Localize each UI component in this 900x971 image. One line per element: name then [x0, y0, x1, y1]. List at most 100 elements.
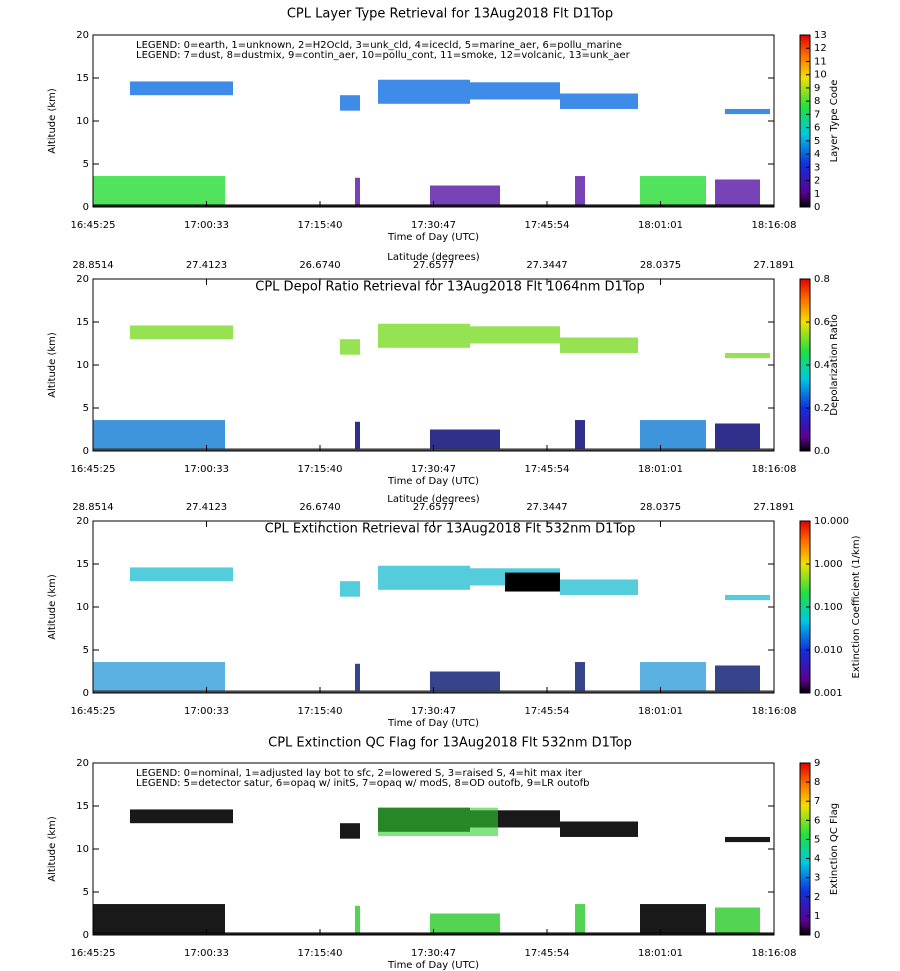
top-axis-label: Latitude (degrees) — [387, 494, 479, 505]
curtain-feature — [340, 581, 360, 597]
y-tick-label: 15 — [76, 801, 89, 812]
x-tick-label: 18:01:01 — [638, 706, 683, 717]
x-tick-label: 17:30:47 — [411, 948, 456, 959]
curtain-feature — [355, 177, 360, 206]
curtain-feature — [575, 420, 585, 450]
curtain-feature — [725, 836, 770, 843]
top-tick-label: 27.1891 — [753, 260, 794, 271]
legend-text: LEGEND: 7=dust, 8=dustmix, 9=contin_aer,… — [136, 50, 631, 61]
curtain-feature — [355, 905, 360, 934]
curtain-feature — [430, 913, 500, 934]
curtain-feature — [560, 579, 638, 595]
colorbar-tick-label: 2 — [814, 892, 820, 903]
y-tick-label: 5 — [83, 887, 89, 898]
top-tick-label: 28.8514 — [72, 502, 113, 513]
colorbar-tick-label: 6 — [814, 815, 820, 826]
colorbar-tick-label: 4 — [814, 149, 820, 160]
y-tick-label: 20 — [76, 30, 89, 41]
top-tick-label: 28.8514 — [72, 260, 113, 271]
x-tick-label: 18:16:08 — [752, 948, 797, 959]
curtain-feature — [715, 423, 760, 450]
top-tick-label: 27.3447 — [526, 260, 567, 271]
y-tick-label: 0 — [83, 688, 89, 699]
curtain-feature — [430, 185, 500, 206]
x-axis-label: Time of Day (UTC) — [387, 960, 479, 971]
curtain-feature — [725, 594, 770, 601]
x-tick-label: 17:30:47 — [411, 464, 456, 475]
curtain-feature — [340, 823, 360, 839]
colorbar-tick-label: 0.6 — [814, 317, 830, 328]
colorbar-tick-label: 0.001 — [814, 688, 843, 699]
colorbar-tick-label: 3 — [814, 162, 820, 173]
y-tick-label: 10 — [76, 844, 89, 855]
colorbar-tick-label: 5 — [814, 136, 820, 147]
legend-text: LEGEND: 0=earth, 1=unknown, 2=H2Ocld, 3=… — [136, 40, 622, 51]
y-tick-label: 0 — [83, 446, 89, 457]
curtain-feature — [130, 809, 233, 824]
curtain-feature — [575, 904, 585, 934]
x-tick-label: 18:01:01 — [638, 220, 683, 231]
colorbar-label: Extinction QC Flag — [829, 803, 840, 895]
x-tick-label: 16:45:25 — [71, 220, 116, 231]
colorbar-label: Depolarization Ratio — [829, 314, 840, 416]
curtain-feature — [130, 325, 233, 340]
colorbar-tick-label: 10 — [814, 70, 827, 81]
x-tick-label: 16:45:25 — [71, 706, 116, 717]
colorbar-tick-label: 3 — [814, 873, 820, 884]
colorbar-tick-label: 7 — [814, 109, 820, 120]
legend-text: LEGEND: 0=nominal, 1=adjusted lay bot to… — [136, 768, 583, 779]
curtain-feature — [715, 179, 760, 206]
x-tick-label: 17:15:40 — [298, 464, 343, 475]
x-tick-label: 17:00:33 — [184, 948, 229, 959]
curtain-feature — [340, 95, 360, 111]
y-axis-label: Altitude (km) — [47, 816, 58, 882]
y-tick-label: 15 — [76, 559, 89, 570]
legend-text: LEGEND: 5=detector satur, 6=opaq w/ init… — [136, 778, 590, 789]
y-tick-label: 5 — [83, 403, 89, 414]
curtain-feature — [640, 662, 706, 692]
colorbar-tick-label: 1 — [814, 911, 820, 922]
curtain-feature — [640, 420, 706, 450]
y-axis-label: Altitude (km) — [47, 332, 58, 398]
y-tick-label: 20 — [76, 516, 89, 527]
y-axis-label: Altitude (km) — [47, 574, 58, 640]
curtain-feature — [378, 807, 498, 837]
colorbar-tick-label: 1.000 — [814, 559, 843, 570]
y-tick-label: 5 — [83, 645, 89, 656]
x-tick-label: 18:16:08 — [752, 220, 797, 231]
curtain-feature — [340, 339, 360, 355]
curtain-feature — [430, 671, 500, 692]
x-tick-label: 17:15:40 — [298, 220, 343, 231]
top-tick-label: 26.6740 — [299, 260, 340, 271]
y-tick-label: 15 — [76, 317, 89, 328]
colorbar-tick-label: 0 — [814, 202, 820, 213]
x-tick-label: 17:15:40 — [298, 948, 343, 959]
colorbar-tick-label: 5 — [814, 834, 820, 845]
colorbar-tick-label: 13 — [814, 30, 827, 41]
curtain-feature — [505, 572, 560, 592]
top-tick-label: 27.3447 — [526, 502, 567, 513]
curtain-feature — [93, 662, 225, 692]
x-tick-label: 18:01:01 — [638, 948, 683, 959]
y-tick-label: 0 — [83, 202, 89, 213]
x-tick-label: 16:45:25 — [71, 464, 116, 475]
y-tick-label: 10 — [76, 602, 89, 613]
curtain-feature — [93, 904, 225, 934]
curtain-feature — [378, 79, 470, 104]
y-tick-label: 5 — [83, 159, 89, 170]
colorbar-tick-label: 9 — [814, 758, 820, 769]
curtain-feature — [130, 567, 233, 582]
colorbar-tick-label: 0.100 — [814, 602, 843, 613]
colorbar-tick-label: 11 — [814, 56, 827, 67]
curtain-feature — [130, 81, 233, 96]
top-tick-label: 28.0375 — [640, 502, 681, 513]
curtain-feature — [560, 337, 638, 353]
top-tick-label: 27.6577 — [413, 260, 454, 271]
top-tick-label: 27.6577 — [413, 502, 454, 513]
y-tick-label: 15 — [76, 73, 89, 84]
x-tick-label: 18:01:01 — [638, 464, 683, 475]
top-tick-label: 26.6740 — [299, 502, 340, 513]
x-tick-label: 17:30:47 — [411, 706, 456, 717]
top-tick-label: 27.4123 — [186, 260, 227, 271]
